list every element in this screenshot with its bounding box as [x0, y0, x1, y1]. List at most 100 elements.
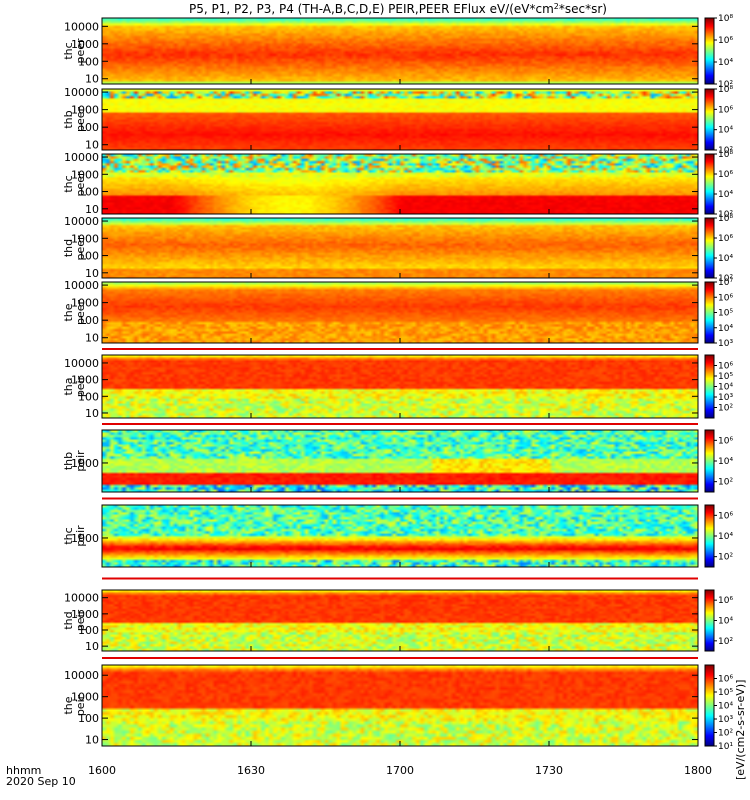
colorbar-tick-label: 10¹ — [718, 742, 733, 752]
y-tick-label: 1000 — [71, 608, 99, 621]
y-tick-label: 100 — [78, 712, 99, 725]
y-axis-label: peir — [74, 694, 87, 716]
colorbar-9: 10² 10⁴ 10⁶ — [704, 589, 733, 652]
y-tick-label: 10 — [85, 332, 99, 345]
colorbar-2: 10² 10⁴ 10⁶ 10⁸ — [704, 85, 733, 156]
colorbar-tick-label: 10² — [718, 146, 733, 156]
colorbar-10: 10¹ 10² 10³ 10⁴ 10⁵ 10⁶ — [704, 664, 733, 752]
colorbar-7: 10² 10⁴ 10⁶ — [704, 429, 733, 493]
time-format-label: hhmm — [6, 764, 41, 777]
colorbar-gradient — [704, 17, 715, 85]
spectrogram-5 — [102, 282, 698, 343]
y-tick-label: 10000 — [64, 669, 99, 682]
y-tick-label: 10000 — [64, 279, 99, 292]
y-axis-label: peer — [74, 107, 87, 133]
title-tail: *sec*sr) — [559, 2, 607, 16]
y-tick-label: 10 — [85, 73, 99, 86]
colorbar-tick-label: 10² — [718, 404, 733, 414]
y-tick-label: 10000 — [64, 20, 99, 33]
y-axis-label: thc — [62, 175, 75, 192]
colorbar-tick-label: 10⁴ — [718, 532, 733, 542]
title-main: P5, P1, P2, P3, P4 (TH-A,B,C,D,E) PEIR,P… — [189, 2, 554, 16]
y-tick-label: 100 — [78, 314, 99, 327]
colorbar-tick-label: 10⁶ — [718, 105, 733, 115]
colorbar-4: 10² 10⁴ 10⁶ 10⁸ — [704, 214, 733, 284]
y-tick-label: 1000 — [71, 532, 99, 545]
y-tick-label: 1000 — [71, 232, 99, 245]
colorbar-tick-label: 10⁸ — [718, 150, 733, 160]
colorbar-tick-label: 10⁵ — [718, 688, 733, 698]
panel-9: 10 100 1000 10000 thd peir 10² 10⁴ 10⁶ — [62, 589, 733, 653]
y-axis-label: peer — [74, 171, 87, 197]
y-axis-label: peer — [74, 300, 87, 326]
y-tick-label: 100 — [78, 186, 99, 199]
colorbar-gradient — [704, 664, 715, 747]
y-axis-label: peir — [74, 450, 87, 472]
panel-gap — [102, 151, 698, 153]
y-axis-label: thd — [62, 611, 75, 629]
colorbar-tick-label: 10³ — [718, 715, 733, 725]
panel-4: 10 100 1000 10000 thd peer 10² 10⁴ 10⁶ 10⁸ — [62, 214, 733, 284]
y-tick-label: 1000 — [71, 691, 99, 704]
y-tick-label: 10000 — [64, 357, 99, 370]
colorbar-tick-label: 10⁶ — [718, 596, 733, 606]
y-tick-label: 1000 — [71, 168, 99, 181]
y-tick-label: 10 — [85, 734, 99, 747]
colorbar-gradient — [704, 88, 715, 151]
colorbar-tick-label: 10⁶ — [718, 436, 733, 446]
y-axis-label: the — [62, 303, 75, 321]
x-tick-label: 1700 — [386, 764, 414, 777]
spectrogram-7 — [102, 430, 698, 492]
colorbar-tick-label: 10⁴ — [718, 190, 733, 200]
y-tick-label: 100 — [78, 55, 99, 68]
colorbar-gradient — [704, 354, 715, 419]
spectrogram-8 — [102, 505, 698, 567]
colorbar-tick-label: 10⁸ — [718, 214, 733, 224]
colorbar-tick-label: 10⁴ — [718, 324, 733, 334]
colorbar-tick-label: 10⁶ — [718, 234, 733, 244]
y-axis-label: the — [62, 696, 75, 714]
colorbar-tick-label: 10⁴ — [718, 254, 733, 264]
colorbar-gradient — [704, 504, 715, 568]
y-axis-label: peer — [74, 38, 87, 64]
colorbar-tick-label: 10² — [718, 80, 733, 90]
spectrogram-3 — [102, 154, 698, 214]
colorbar-tick-label: 10⁴ — [718, 702, 733, 712]
colorbar-tick-label: 10⁴ — [718, 457, 733, 467]
colorbar-tick-label: 10² — [718, 553, 733, 563]
y-axis-label: thc — [62, 527, 75, 544]
spectrogram-4 — [102, 218, 698, 278]
y-tick-label: 10 — [85, 407, 99, 420]
y-axis-label: thd — [62, 239, 75, 257]
colorbar-tick-label: 10² — [718, 210, 733, 220]
y-axis-label: thb — [62, 452, 75, 470]
y-tick-label: 1000 — [71, 104, 99, 117]
colorbar-tick-label: 10² — [718, 637, 733, 647]
panel-10: 10 100 1000 10000 the peir 10¹ 10² 10³ 10⁴ 10⁵ 10⁶ — [62, 664, 733, 752]
title-superscript: 2 — [554, 2, 559, 11]
y-tick-label: 1000 — [71, 374, 99, 387]
colorbar-tick-label: 10⁶ — [718, 675, 733, 685]
panel-gap — [102, 85, 698, 88]
x-tick-label: 1630 — [237, 764, 265, 777]
y-axis-label: thc — [62, 42, 75, 59]
colorbar-tick-label: 10⁵ — [718, 309, 733, 319]
y-tick-label: 1000 — [71, 457, 99, 470]
y-axis-label: tha — [62, 377, 75, 395]
colorbar-8: 10² 10⁴ 10⁶ — [704, 504, 733, 568]
colorbar-tick-label: 10⁸ — [718, 14, 733, 24]
spectrogram-10 — [102, 665, 698, 746]
time-axis: 1600 1630 1700 1730 1800 — [88, 79, 712, 777]
panel-5: 10 100 1000 10000 the peer 10³ 10⁴ 10⁵ 10⁶ 10⁷ — [62, 278, 733, 349]
x-tick-label: 1600 — [88, 764, 116, 777]
colorbar-tick-label: 10⁵ — [718, 372, 733, 382]
y-axis-label: peir — [74, 525, 87, 547]
y-axis-label: peir — [74, 609, 87, 631]
y-tick-label: 10 — [85, 640, 99, 653]
colorbar-tick-label: 10² — [718, 478, 733, 488]
